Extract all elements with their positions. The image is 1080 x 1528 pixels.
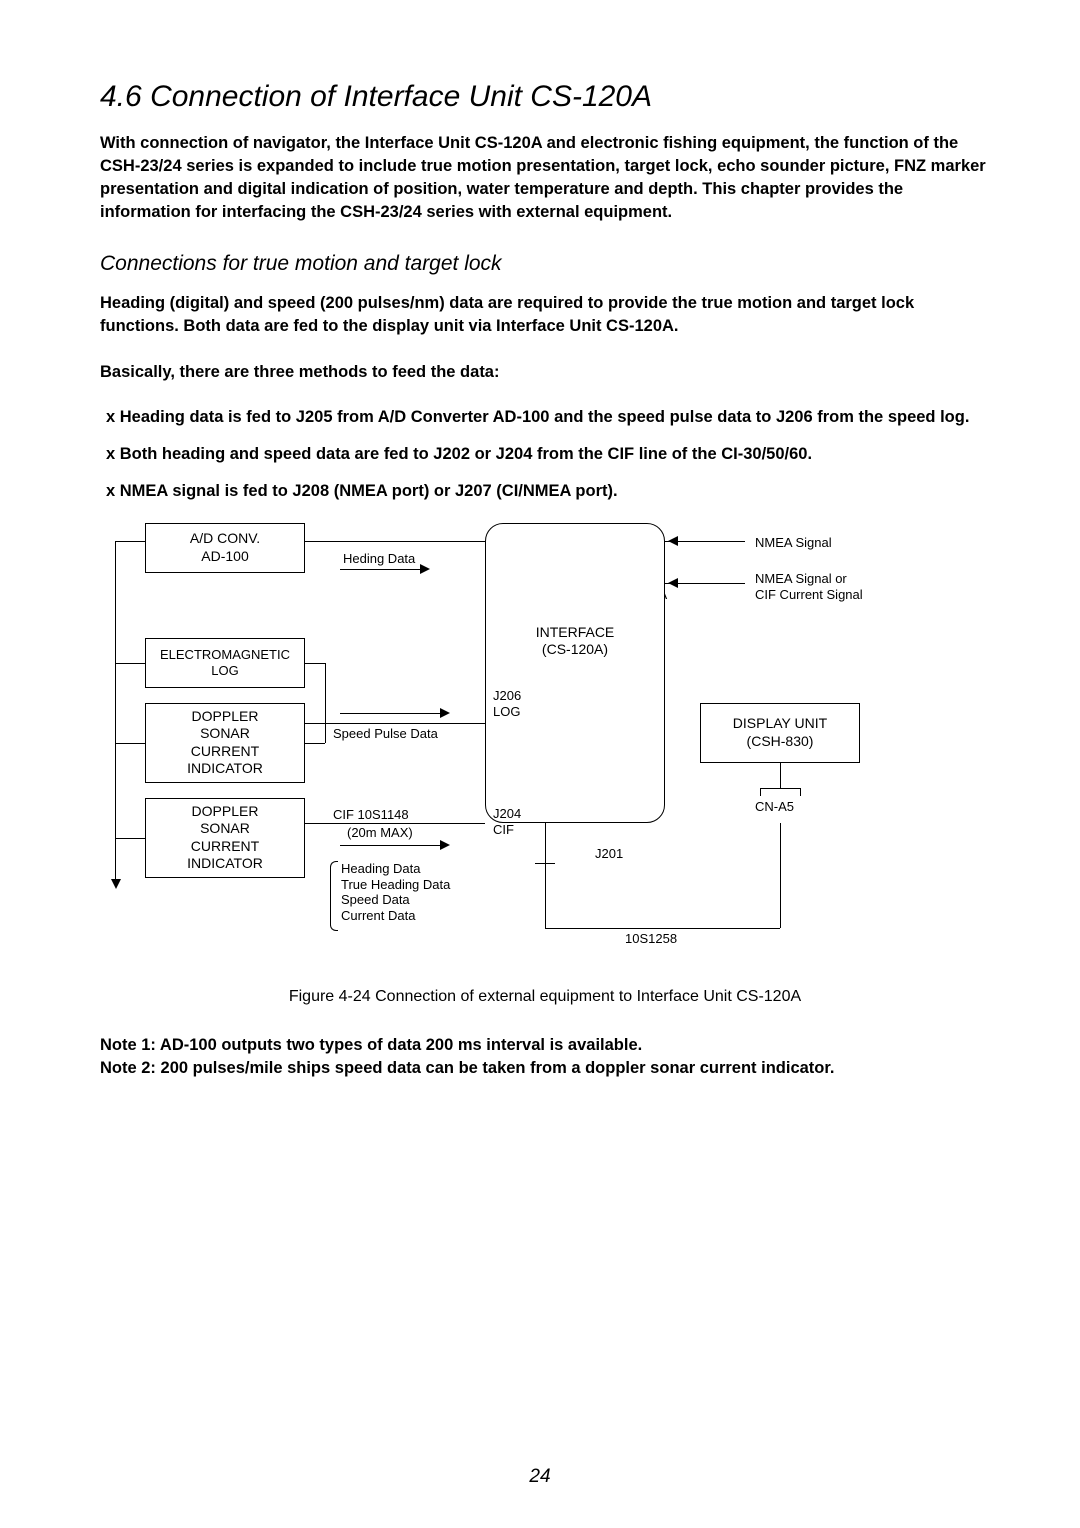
bullet-3: NMEA signal is fed to J208 (NMEA port) o…	[100, 480, 990, 503]
box-interface: INTERFACE (CS-120A)	[485, 523, 665, 823]
section-title-text: Connection of Interface Unit CS-120A	[150, 80, 652, 113]
connection-diagram: A/D CONV. AD-100 ELECTROMAGNETIC LOG DOP…	[115, 523, 975, 978]
right-up	[780, 823, 781, 928]
paragraph-2: Basically, there are three methods to fe…	[100, 361, 990, 384]
stub-d2	[115, 838, 145, 839]
cn-a5-r	[800, 788, 801, 796]
em-line2: LOG	[211, 663, 238, 679]
log-merge-vert1	[325, 663, 326, 743]
d2-l3: CURRENT	[191, 838, 259, 856]
box-display-unit: DISPLAY UNIT (CSH-830)	[700, 703, 860, 763]
label-heading-data: Heding Data	[343, 551, 415, 567]
label-data-list: Heading Data True Heading Data Speed Dat…	[341, 861, 450, 923]
note-1-text: AD-100 outputs two types of data 200 ms …	[160, 1036, 642, 1054]
stub-em	[115, 663, 145, 664]
arrow-heading-line	[340, 569, 420, 570]
j201-drop	[545, 823, 546, 873]
stub-ad	[115, 541, 145, 542]
d2-l2: SONAR	[200, 820, 250, 838]
cn-a5-l	[760, 788, 761, 796]
note-2-text: 200 pulses/mile ships speed data can be …	[161, 1059, 835, 1077]
d2-l4: INDICATOR	[187, 855, 263, 873]
d1-l4: INDICATOR	[187, 760, 263, 778]
bottom-hor	[545, 928, 780, 929]
if-l1: INTERFACE	[536, 624, 615, 642]
arrow-speed-line	[340, 713, 440, 714]
stub-d1	[115, 743, 145, 744]
em-line1: ELECTROMAGNETIC	[160, 647, 290, 663]
arrow-speed-icon	[440, 708, 450, 718]
label-cif-max: (20m MAX)	[347, 825, 413, 841]
label-cn-a5: CN-A5	[755, 799, 794, 815]
label-nmea-signal: NMEA Signal	[755, 535, 832, 551]
d1-l1: DOPPLER	[192, 708, 259, 726]
page-number: 24	[0, 1466, 1080, 1488]
du-l1: DISPLAY UNIT	[733, 715, 827, 733]
figure-caption: Figure 4-24 Connection of external equip…	[100, 988, 990, 1006]
d2-l1: DOPPLER	[192, 803, 259, 821]
note-1: Note 1: AD-100 outputs two types of data…	[100, 1034, 990, 1057]
bullet-2: Both heading and speed data are fed to J…	[100, 443, 990, 466]
if-l2: (CS-120A)	[542, 641, 608, 659]
d1-l3: CURRENT	[191, 743, 259, 761]
arrow-heading-icon	[420, 564, 430, 574]
j201-top	[535, 863, 555, 864]
arrow-nmea-icon	[668, 536, 678, 546]
label-nmea-or-cif: NMEA Signal or CIF Current Signal	[755, 571, 863, 602]
intro-paragraph: With connection of navigator, the Interf…	[100, 132, 990, 224]
cn-a5-stub	[780, 763, 781, 788]
arrow-nmea-cif-icon	[668, 578, 678, 588]
ad-line1: A/D CONV.	[190, 530, 260, 548]
log-merge-d1	[305, 743, 325, 744]
ad-line2: AD-100	[201, 548, 248, 566]
arrow-cif-line	[340, 845, 440, 846]
note-1-label: Note 1:	[100, 1036, 156, 1054]
section-title: 4.6 Connection of Interface Unit CS-120A	[100, 80, 990, 114]
d1-l2: SONAR	[200, 725, 250, 743]
bus-arrow-icon	[111, 879, 121, 889]
box-em-log: ELECTROMAGNETIC LOG	[145, 638, 305, 688]
port-j206: J206 LOG	[493, 688, 521, 719]
bus-line	[115, 541, 116, 881]
box-doppler-1: DOPPLER SONAR CURRENT INDICATOR	[145, 703, 305, 783]
du-l2: (CSH-830)	[747, 733, 814, 751]
port-j201: J201	[595, 846, 623, 862]
paragraph-1: Heading (digital) and speed (200 pulses/…	[100, 292, 990, 338]
label-10s1258: 10S1258	[625, 931, 677, 947]
brace-icon	[330, 861, 338, 931]
subsection-title: Connections for true motion and target l…	[100, 252, 990, 276]
j201-drop2	[545, 873, 546, 928]
section-number: 4.6	[100, 80, 142, 113]
line-speed	[325, 723, 485, 724]
port-j204: J204 CIF	[493, 806, 521, 837]
log-merge-em	[305, 723, 325, 724]
note-2-label: Note 2:	[100, 1059, 156, 1077]
line-cif	[305, 823, 485, 824]
label-speed-pulse: Speed Pulse Data	[333, 726, 438, 742]
cn-a5-bar	[760, 788, 800, 789]
label-cif-cable: CIF 10S1148	[333, 807, 409, 823]
arrow-cif-icon	[440, 840, 450, 850]
line-ad-j205	[305, 541, 485, 542]
log-merge-emtop	[305, 663, 325, 664]
box-doppler-2: DOPPLER SONAR CURRENT INDICATOR	[145, 798, 305, 878]
box-ad-converter: A/D CONV. AD-100	[145, 523, 305, 573]
bullet-1: Heading data is fed to J205 from A/D Con…	[100, 406, 990, 429]
note-2: Note 2: 200 pulses/mile ships speed data…	[100, 1057, 990, 1080]
